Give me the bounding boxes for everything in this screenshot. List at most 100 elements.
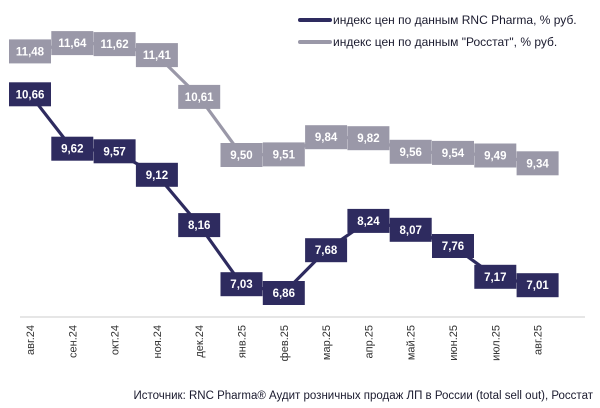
data-point-box [178,84,221,109]
x-tick-label: май.25 [406,325,418,360]
data-label-s1-11: 7,17 [474,264,517,289]
data-point-box [262,142,305,167]
data-label-s1-9: 8,07 [389,217,432,242]
legend-label: индекс цен по данным "Росстат", % руб. [333,35,557,49]
data-label-text: 9,82 [357,133,379,145]
data-label-text: 8,16 [188,220,210,232]
source-note: Источник: RNC Pharma® Аудит розничных пр… [133,390,593,402]
data-point-box [432,140,474,165]
data-label-s2-0: 11,48 [9,39,51,64]
data-label-s2-1: 11,64 [51,31,94,56]
data-label-text: 11,62 [101,39,129,51]
data-point-box [305,238,348,263]
x-tick-label: июн.25 [448,325,460,361]
data-label-text: 9,62 [61,144,83,156]
data-point-box [9,39,51,64]
data-point-box [474,143,517,168]
data-label-s1-12: 7,01 [516,273,559,298]
data-label-text: 7,01 [526,280,549,292]
legend-label: индекс цен по данным RNC Pharma, % руб. [333,13,577,27]
legend-item-2: индекс цен по данным "Росстат", % руб. [298,35,557,49]
data-label-s2-3: 11,41 [135,43,178,68]
x-tick-label: дек.24 [194,325,206,358]
data-label-s1-3: 9,12 [135,162,178,187]
data-label-s2-6: 9,51 [262,142,305,167]
data-point-box [516,273,559,298]
data-label-s2-11: 9,49 [474,143,517,168]
data-point-box [93,139,136,164]
data-label-text: 7,17 [484,272,506,284]
data-label-s1-0: 10,66 [9,82,51,107]
data-label-s1-2: 9,57 [93,139,136,164]
data-label-text: 9,51 [273,149,296,161]
data-labels: 11,48 11,64 11,62 11,41 10,61 9,50 9,51 9,84 9,8… [9,31,559,305]
data-label-s2-12: 9,34 [516,151,559,176]
x-tick-label: фев.25 [279,325,291,361]
data-label-s1-8: 8,24 [347,208,390,233]
data-label-text: 9,54 [442,148,465,160]
data-label-text: 7,68 [315,245,338,257]
x-tick-label: авг.25 [533,325,545,355]
data-label-text: 8,24 [357,216,380,228]
data-point-box [220,143,263,167]
data-label-text: 7,03 [230,279,252,291]
data-label-text: 10,66 [16,89,45,101]
data-label-text: 9,34 [526,158,549,170]
data-label-s1-1: 9,62 [51,136,94,161]
data-point-box [347,126,390,151]
x-axis-ticks: авг.24 сен.24 окт.24 ноя.24 дек.24 янв.25 фев.… [25,325,545,361]
data-label-s1-5: 7,03 [220,272,263,297]
data-label-text: 9,84 [315,132,338,144]
data-point-box [51,31,94,56]
data-label-s1-6: 6,86 [262,281,305,305]
x-tick-label: апр.25 [363,325,375,358]
x-tick-label: окт.24 [110,325,122,355]
data-label-s2-9: 9,56 [389,139,432,164]
data-label-text: 7,76 [442,241,464,253]
data-point-box [262,281,305,305]
data-label-text: 11,48 [16,46,45,58]
data-label-text: 11,41 [143,50,172,62]
data-label-text: 9,12 [146,170,168,182]
data-label-s2-2: 11,62 [93,32,136,57]
data-point-box [51,136,94,161]
x-tick-label: мар.25 [321,325,333,360]
data-point-box [9,82,51,107]
legend: индекс цен по данным RNC Pharma, % руб. и… [298,13,577,49]
series-line-1 [28,93,538,295]
data-label-text: 6,86 [273,288,295,300]
data-point-box [220,272,263,297]
data-label-text: 9,49 [484,151,506,163]
data-label-text: 11,64 [58,38,87,50]
data-point-box [135,43,178,68]
data-point-box [178,213,221,238]
x-tick-label: сен.24 [67,325,79,358]
data-label-text: 9,57 [103,146,125,158]
x-tick-label: янв.25 [237,325,249,358]
data-point-box [347,208,390,233]
data-label-text: 8,07 [400,225,422,237]
data-label-s2-5: 9,50 [220,143,263,167]
x-tick-label: ноя.24 [152,325,164,358]
data-point-box [474,264,517,289]
data-point-box [93,32,136,57]
legend-item-1: индекс цен по данным RNC Pharma, % руб. [298,13,577,27]
data-label-text: 10,61 [185,92,214,104]
data-label-s2-10: 9,54 [432,140,474,165]
data-point-box [516,151,559,176]
x-tick-label: авг.24 [25,325,37,355]
data-label-text: 9,56 [400,147,422,159]
data-point-box [389,139,432,164]
data-point-box [432,234,474,258]
data-point-box [135,162,178,187]
data-point-box [305,125,348,150]
data-label-s2-7: 9,84 [305,125,348,150]
x-tick-label: июл.25 [490,325,502,361]
data-label-text: 9,50 [230,150,252,162]
data-label-s2-8: 9,82 [347,126,390,151]
data-label-s2-4: 10,61 [178,84,221,109]
data-label-s1-10: 7,76 [432,234,474,258]
data-point-box [389,217,432,242]
data-label-s1-7: 7,68 [305,238,348,263]
